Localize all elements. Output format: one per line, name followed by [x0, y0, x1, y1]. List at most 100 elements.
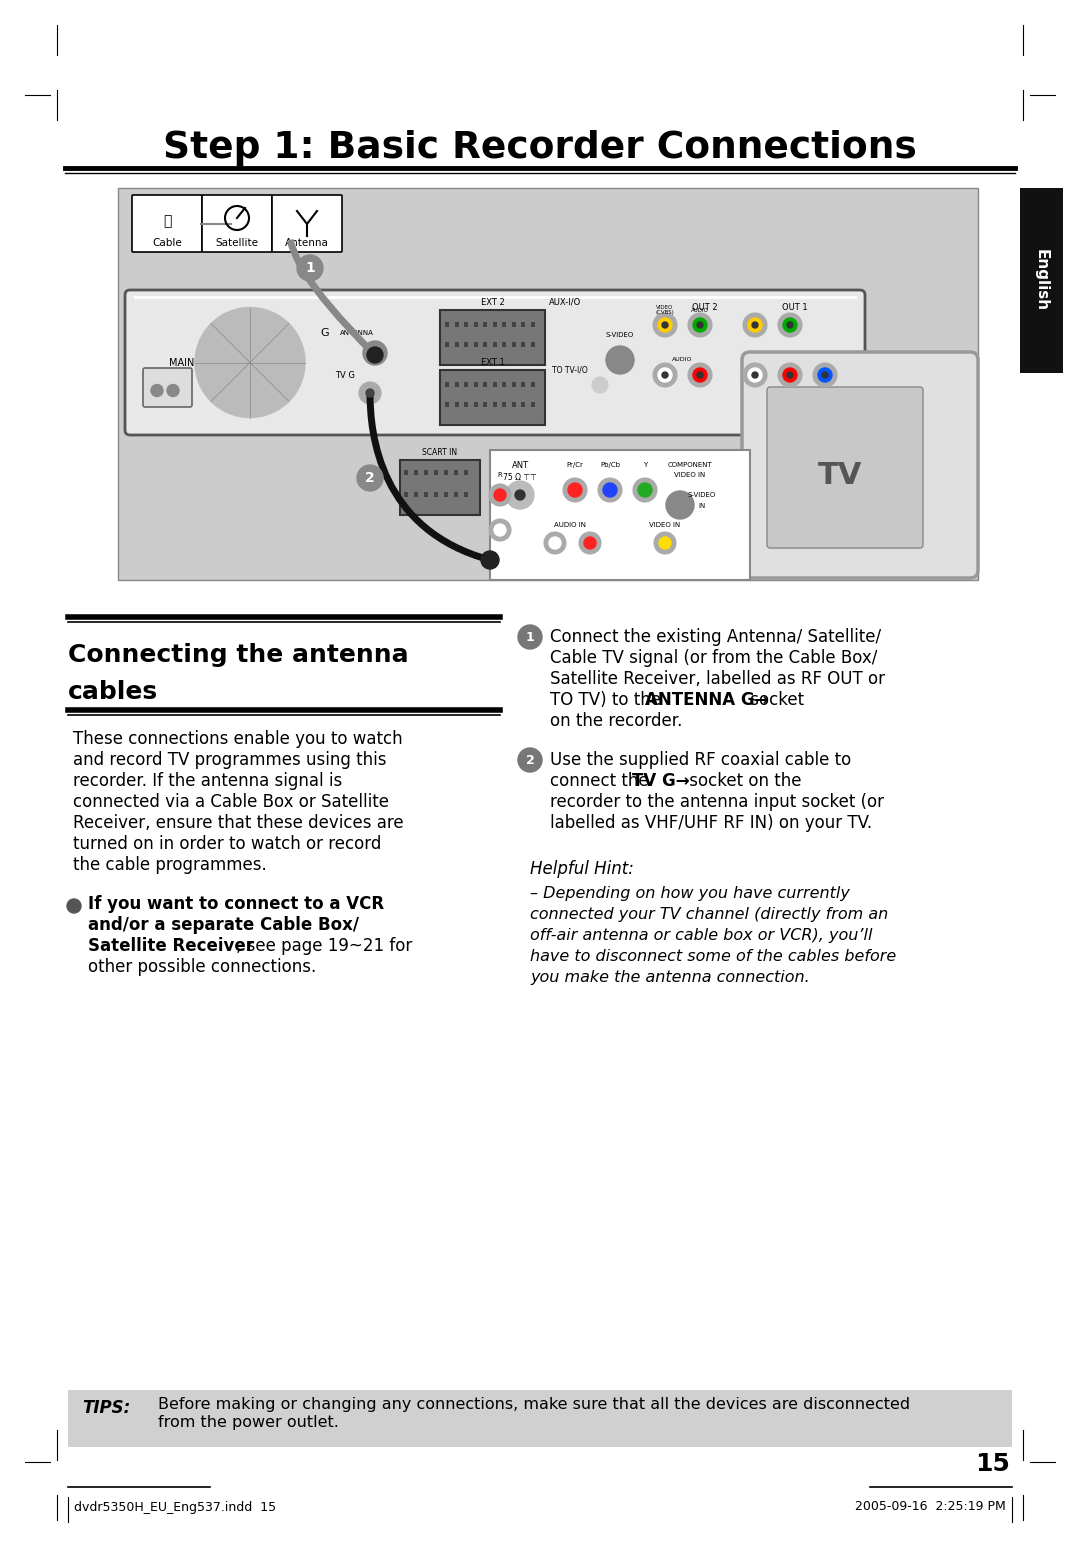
Bar [502, 382, 507, 386]
Circle shape [633, 478, 657, 502]
Text: Cable TV signal (or from the Cable Box/: Cable TV signal (or from the Cable Box/ [550, 650, 877, 667]
Bar [434, 471, 438, 475]
Text: S-VIDEO: S-VIDEO [606, 332, 634, 338]
Text: – Depending on how you have currently: – Depending on how you have currently [530, 885, 850, 901]
FancyBboxPatch shape [272, 195, 342, 252]
Bar [464, 382, 468, 386]
Text: AUDIO: AUDIO [691, 307, 708, 313]
Text: 1: 1 [526, 631, 535, 643]
Bar [530, 343, 535, 347]
Bar [454, 492, 458, 497]
Circle shape [688, 313, 712, 337]
Circle shape [494, 489, 507, 502]
FancyBboxPatch shape [742, 352, 978, 578]
Text: recorder to the antenna input socket (or: recorder to the antenna input socket (or [550, 793, 885, 812]
Circle shape [357, 464, 383, 491]
Bar [492, 343, 497, 347]
Circle shape [67, 899, 81, 913]
Circle shape [481, 552, 499, 569]
Bar [483, 382, 487, 386]
Text: Satellite Receiver, labelled as RF OUT or: Satellite Receiver, labelled as RF OUT o… [550, 670, 885, 689]
Bar [521, 382, 525, 386]
Text: Connect the existing Antenna/ Satellite/: Connect the existing Antenna/ Satellite/ [550, 628, 881, 647]
Circle shape [568, 483, 582, 497]
Text: 1: 1 [306, 262, 315, 276]
Text: Connecting the antenna: Connecting the antenna [68, 643, 408, 667]
Circle shape [518, 625, 542, 650]
Bar [483, 402, 487, 407]
Bar [444, 471, 448, 475]
Bar [512, 343, 515, 347]
Bar [492, 382, 497, 386]
Text: S-VIDEO: S-VIDEO [688, 492, 716, 499]
Bar [492, 402, 497, 407]
Bar [483, 323, 487, 327]
Circle shape [778, 363, 802, 386]
Circle shape [787, 372, 793, 379]
Circle shape [363, 341, 387, 365]
Circle shape [748, 368, 762, 382]
Bar [512, 323, 515, 327]
Bar [445, 343, 449, 347]
Bar [445, 382, 449, 386]
FancyBboxPatch shape [143, 368, 192, 407]
Bar [473, 343, 477, 347]
Bar [445, 323, 449, 327]
Circle shape [494, 523, 507, 536]
Text: R: R [498, 472, 502, 478]
FancyBboxPatch shape [125, 290, 865, 435]
Text: from the power outlet.: from the power outlet. [158, 1416, 339, 1430]
Text: Cable: Cable [152, 238, 181, 248]
Text: IN: IN [699, 503, 705, 509]
Text: socket on the: socket on the [684, 773, 801, 790]
Circle shape [822, 372, 828, 379]
Circle shape [783, 368, 797, 382]
Circle shape [662, 323, 669, 329]
Bar [118, 189, 978, 580]
Text: TV G: TV G [335, 371, 355, 380]
Circle shape [366, 390, 374, 397]
Text: TV: TV [818, 461, 862, 489]
Bar [445, 402, 449, 407]
Text: G: G [321, 329, 329, 338]
Text: VIDEO
(CVBS): VIDEO (CVBS) [656, 305, 674, 315]
Text: COMPONENT: COMPONENT [667, 463, 713, 467]
Bar [464, 323, 468, 327]
Circle shape [783, 318, 797, 332]
Bar [424, 492, 428, 497]
Text: AUDIO IN: AUDIO IN [554, 522, 586, 528]
Circle shape [563, 478, 588, 502]
Circle shape [606, 346, 634, 374]
Circle shape [549, 538, 561, 548]
Bar [473, 402, 477, 407]
FancyBboxPatch shape [440, 310, 545, 365]
Bar [454, 471, 458, 475]
Bar [414, 492, 418, 497]
Circle shape [579, 531, 600, 555]
Text: you make the antenna connection.: you make the antenna connection. [530, 969, 810, 985]
Text: Pb/Cb: Pb/Cb [600, 463, 620, 467]
Circle shape [367, 347, 383, 363]
Bar [1020, 189, 1063, 372]
Text: MAINS: MAINS [170, 357, 201, 368]
Text: Antenna: Antenna [285, 238, 329, 248]
Text: labelled as VHF/UHF RF IN) on your TV.: labelled as VHF/UHF RF IN) on your TV. [550, 813, 873, 832]
Text: socket: socket [745, 692, 805, 709]
Circle shape [688, 363, 712, 386]
Circle shape [359, 382, 381, 404]
Bar [455, 343, 459, 347]
Text: ANTENNA G→: ANTENNA G→ [645, 692, 769, 709]
Circle shape [787, 323, 793, 329]
Bar [512, 402, 515, 407]
Circle shape [818, 368, 832, 382]
Text: TV G→: TV G→ [632, 773, 689, 790]
Text: and record TV programmes using this: and record TV programmes using this [73, 751, 387, 770]
Text: TO TV) to the: TO TV) to the [550, 692, 666, 709]
Circle shape [653, 313, 677, 337]
Text: connect the: connect the [550, 773, 653, 790]
Circle shape [167, 385, 179, 396]
Text: OUT 2: OUT 2 [692, 302, 718, 312]
Bar [464, 343, 468, 347]
Text: off-air antenna or cable box or VCR), you’ll: off-air antenna or cable box or VCR), yo… [530, 927, 873, 943]
Bar [492, 323, 497, 327]
